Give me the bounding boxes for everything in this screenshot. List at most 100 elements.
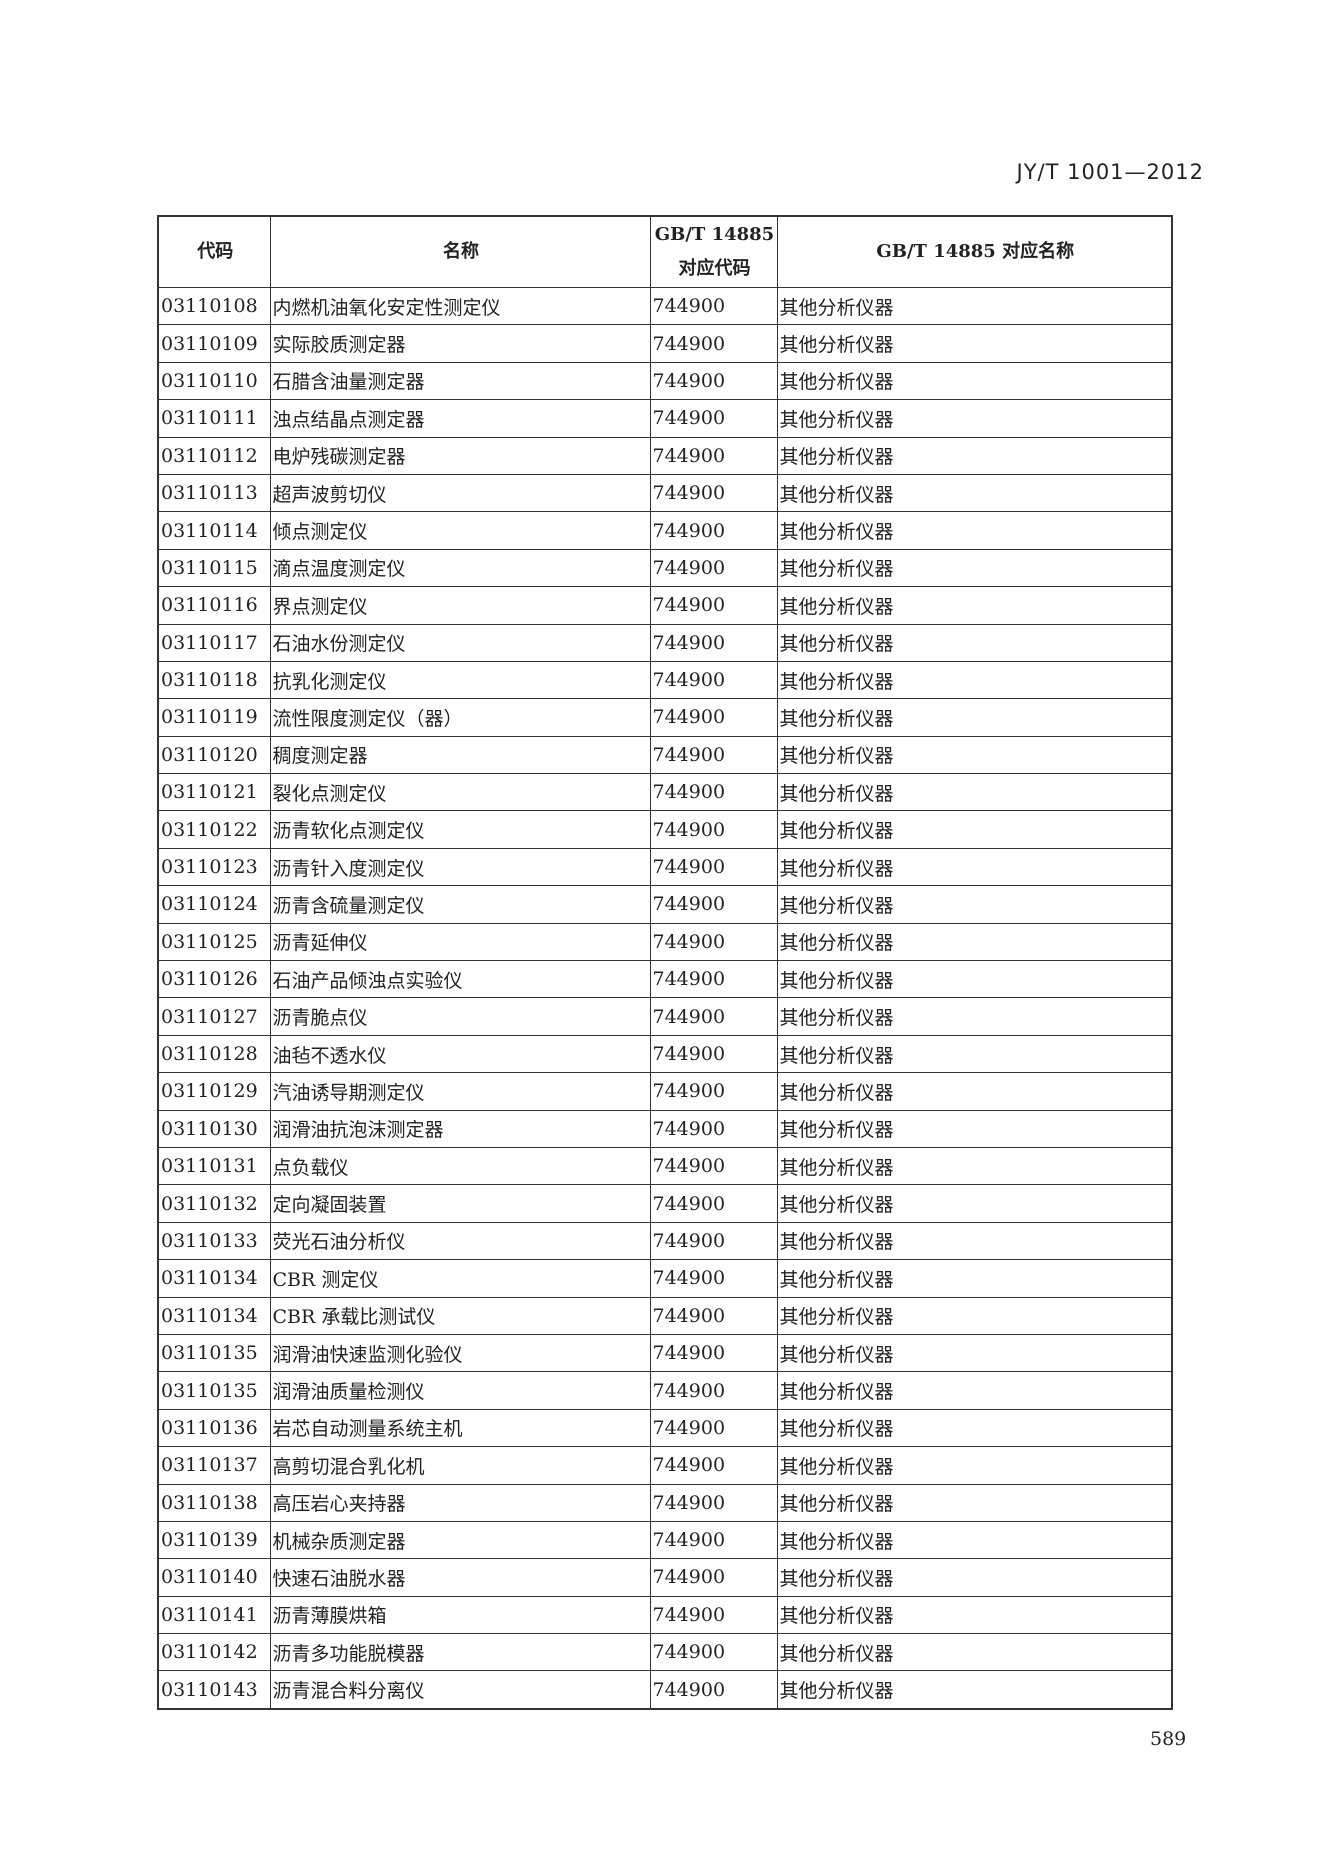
- name-cell: CBR 承载比测试仪: [269, 1296, 651, 1335]
- code-cell: 03110135: [157, 1371, 271, 1410]
- code-cell: 03110115: [157, 548, 271, 588]
- name-cell: 汽油诱导期测定仪: [269, 1072, 651, 1111]
- gb-code-cell: 744900: [649, 735, 778, 775]
- table-row: 03110129 汽油诱导期测定仪 744900 其他分析仪器: [157, 1072, 1173, 1111]
- gb-code-cell: 744900: [649, 511, 778, 550]
- name-cell: 浊点结晶点测定器: [269, 399, 651, 438]
- table-row: 03110134 CBR 测定仪 744900 其他分析仪器: [157, 1259, 1173, 1298]
- name-cell: 沥青含硫量测定仪: [269, 885, 651, 924]
- gb-code-cell: 744900: [649, 1296, 778, 1335]
- gb-name-cell: 其他分析仪器: [776, 810, 1173, 849]
- gb-name-cell: 其他分析仪器: [776, 1296, 1173, 1335]
- code-cell: 03110129: [157, 1072, 271, 1111]
- table-row: 03110114 倾点测定仪 744900 其他分析仪器: [157, 511, 1173, 550]
- gb-name-cell: 其他分析仪器: [776, 1483, 1173, 1522]
- code-cell: 03110116: [157, 586, 271, 625]
- gb-name-cell: 其他分析仪器: [776, 1558, 1173, 1597]
- header-row: 代码 名称 GB/T 14885 对应代码 GB/T 14885 对应名称: [157, 215, 1173, 288]
- table-row: 03110135 润滑油快速监测化验仪 744900 其他分析仪器: [157, 1333, 1173, 1373]
- gb-name-cell: 其他分析仪器: [776, 623, 1173, 662]
- code-cell: 03110136: [157, 1408, 271, 1448]
- code-cell: 03110130: [157, 1109, 271, 1148]
- gb-code-cell: 744900: [649, 1146, 778, 1186]
- gb-code-cell: 744900: [649, 1034, 778, 1074]
- gb-code-cell: 744900: [649, 286, 778, 326]
- column-header: GB/T 14885 对应代码: [649, 215, 778, 288]
- name-cell: 裂化点测定仪: [269, 773, 651, 812]
- code-cell: 03110133: [157, 1221, 271, 1261]
- page-number: 589: [1150, 1728, 1187, 1750]
- code-cell: 03110142: [157, 1633, 271, 1672]
- table-row: 03110110 石腊含油量测定器 744900 其他分析仪器: [157, 361, 1173, 401]
- table-row: 03110139 机械杂质测定器 744900 其他分析仪器: [157, 1520, 1173, 1560]
- gb-name-cell: 其他分析仪器: [776, 1221, 1173, 1261]
- table-row: 03110137 高剪切混合乳化机 744900 其他分析仪器: [157, 1446, 1173, 1485]
- code-cell: 03110117: [157, 623, 271, 662]
- name-cell: 高剪切混合乳化机: [269, 1446, 651, 1485]
- table-row: 03110133 荧光石油分析仪 744900 其他分析仪器: [157, 1221, 1173, 1261]
- gb-name-cell: 其他分析仪器: [776, 1333, 1173, 1373]
- table-row: 03110112 电炉残碳测定器 744900 其他分析仪器: [157, 436, 1173, 475]
- gb-code-cell: 744900: [649, 399, 778, 438]
- name-cell: 界点测定仪: [269, 586, 651, 625]
- table-row: 03110132 定向凝固装置 744900 其他分析仪器: [157, 1184, 1173, 1223]
- gb-code-cell: 744900: [649, 1259, 778, 1298]
- table-row: 03110117 石油水份测定仪 744900 其他分析仪器: [157, 623, 1173, 662]
- name-cell: 荧光石油分析仪: [269, 1221, 651, 1261]
- gb-code-cell: 744900: [649, 1446, 778, 1485]
- code-cell: 03110119: [157, 698, 271, 737]
- table-row: 03110116 界点测定仪 744900 其他分析仪器: [157, 586, 1173, 625]
- gb-name-cell: 其他分析仪器: [776, 473, 1173, 513]
- gb-name-cell: 其他分析仪器: [776, 1595, 1173, 1635]
- name-cell: 润滑油质量检测仪: [269, 1371, 651, 1410]
- name-cell: 稠度测定器: [269, 735, 651, 775]
- gb-code-cell: 744900: [649, 1408, 778, 1448]
- gb-code-cell: 744900: [649, 1595, 778, 1635]
- name-cell: 点负载仪: [269, 1146, 651, 1186]
- code-cell: 03110131: [157, 1146, 271, 1186]
- gb-code-cell: 744900: [649, 623, 778, 662]
- document-id: JY/T 1001—2012: [1016, 160, 1204, 184]
- name-cell: 超声波剪切仪: [269, 473, 651, 513]
- code-cell: 03110137: [157, 1446, 271, 1485]
- name-cell: 内燃机油氧化安定性测定仪: [269, 286, 651, 326]
- gb-name-cell: 其他分析仪器: [776, 511, 1173, 550]
- table-row: 03110122 沥青软化点测定仪 744900 其他分析仪器: [157, 810, 1173, 849]
- table-row: 03110134 CBR 承载比测试仪 744900 其他分析仪器: [157, 1296, 1173, 1335]
- gb-name-cell: 其他分析仪器: [776, 1259, 1173, 1298]
- gb-name-cell: 其他分析仪器: [776, 1670, 1173, 1710]
- table-row: 03110113 超声波剪切仪 744900 其他分析仪器: [157, 473, 1173, 513]
- code-cell: 03110132: [157, 1184, 271, 1223]
- table-row: 03110138 高压岩心夹持器 744900 其他分析仪器: [157, 1483, 1173, 1522]
- gb-code-cell: 744900: [649, 847, 778, 887]
- name-cell: 沥青脆点仪: [269, 997, 651, 1036]
- code-cell: 03110124: [157, 885, 271, 924]
- table-row: 03110123 沥青针入度测定仪 744900 其他分析仪器: [157, 847, 1173, 887]
- code-cell: 03110118: [157, 660, 271, 700]
- gb-code-cell: 744900: [649, 997, 778, 1036]
- table-row: 03110135 润滑油质量检测仪 744900 其他分析仪器: [157, 1371, 1173, 1410]
- table-row: 03110127 沥青脆点仪 744900 其他分析仪器: [157, 997, 1173, 1036]
- code-cell: 03110114: [157, 511, 271, 550]
- gb-name-cell: 其他分析仪器: [776, 586, 1173, 625]
- code-cell: 03110139: [157, 1520, 271, 1560]
- gb-code-cell: 744900: [649, 1072, 778, 1111]
- gb-name-cell: 其他分析仪器: [776, 1371, 1173, 1410]
- gb-code-cell: 744900: [649, 1633, 778, 1672]
- column-header: 代码: [157, 215, 271, 288]
- table-body: 03110108 内燃机油氧化安定性测定仪 744900 其他分析仪器 03110109…: [157, 286, 1173, 1710]
- gb-name-cell: 其他分析仪器: [776, 735, 1173, 775]
- gb-name-cell: 其他分析仪器: [776, 436, 1173, 475]
- code-cell: 03110125: [157, 922, 271, 962]
- name-cell: 沥青软化点测定仪: [269, 810, 651, 849]
- table-row: 03110140 快速石油脱水器 744900 其他分析仪器: [157, 1558, 1173, 1597]
- name-cell: 沥青延伸仪: [269, 922, 651, 962]
- gb-code-cell: 744900: [649, 548, 778, 588]
- gb-code-cell: 744900: [649, 1109, 778, 1148]
- name-cell: 高压岩心夹持器: [269, 1483, 651, 1522]
- code-cell: 03110110: [157, 361, 271, 401]
- gb-name-cell: 其他分析仪器: [776, 1633, 1173, 1672]
- code-cell: 03110127: [157, 997, 271, 1036]
- gb-name-cell: 其他分析仪器: [776, 997, 1173, 1036]
- gb-code-cell: 744900: [649, 810, 778, 849]
